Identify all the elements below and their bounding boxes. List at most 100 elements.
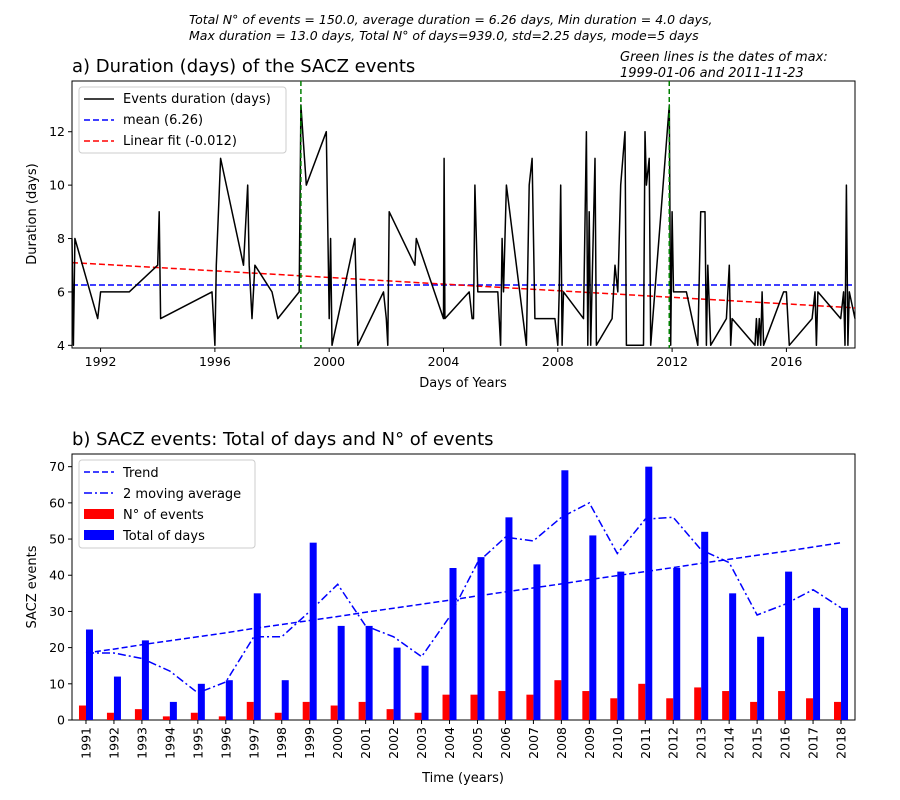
bar-total-days-2009: [589, 535, 597, 720]
panel-a: a) Duration (days) of the SACZ events Gr…: [25, 50, 856, 391]
b-ytick-label-60: 60: [49, 495, 65, 510]
b-ytick-label-10: 10: [49, 676, 65, 691]
bar-events-1991: [78, 705, 86, 720]
bar-total-days-2001: [365, 625, 373, 720]
b-xtick-label-2009: 2009: [582, 727, 597, 759]
b-xtick-label-2008: 2008: [554, 727, 569, 759]
bar-events-2003: [414, 712, 422, 720]
bar-events-1995: [190, 712, 198, 720]
panel-a-legend-box: [78, 86, 287, 154]
b-xtick-label-1996: 1996: [218, 727, 233, 759]
bar-total-days-2014: [729, 593, 737, 720]
suptitle-line-2: Max duration = 13.0 days, Total N° of da…: [189, 28, 699, 43]
bar-events-1999: [302, 701, 310, 720]
bar-events-1996: [218, 716, 226, 720]
legend-moving-average-label: 2 moving average: [123, 487, 241, 502]
b-xtick-label-2010: 2010: [610, 727, 625, 759]
bar-total-days-2016: [785, 571, 793, 720]
linear-fit-line: [71, 261, 856, 309]
bar-events-2016: [778, 691, 786, 720]
bar-total-days-1999: [309, 542, 317, 720]
b-xtick-label-2011: 2011: [638, 727, 653, 759]
panel-b-plot-area: [78, 466, 849, 720]
duration-series-line: [71, 104, 856, 347]
a-ytick-label-10: 10: [49, 178, 65, 193]
bar-events-2012: [666, 698, 674, 720]
bar-total-days-1995: [197, 683, 205, 720]
b-xtick-label-2015: 2015: [750, 727, 765, 759]
b-xtick-label-2001: 2001: [358, 727, 373, 759]
bar-total-days-2005: [477, 557, 485, 720]
b-xtick-label-2018: 2018: [834, 727, 849, 759]
panel-a-xlabel: Days of Years: [419, 376, 507, 391]
bar-events-2015: [750, 701, 758, 720]
b-xtick-label-1995: 1995: [190, 727, 205, 759]
b-xtick-label-2002: 2002: [386, 727, 401, 759]
bar-total-days-1993: [141, 640, 149, 720]
legend-mean-label: mean (6.26): [123, 113, 203, 128]
bar-total-days-2004: [449, 568, 457, 720]
bar-events-2001: [358, 701, 366, 720]
bar-events-2018: [834, 701, 842, 720]
bar-events-2006: [498, 691, 506, 720]
legend-total-days-label: Total of days: [122, 529, 205, 544]
b-xtick-label-2017: 2017: [806, 727, 821, 759]
bar-events-2000: [330, 705, 338, 720]
panel-a-title: a) Duration (days) of the SACZ events: [72, 56, 415, 77]
b-xtick-label-2006: 2006: [498, 727, 513, 759]
b-xtick-label-1991: 1991: [79, 727, 94, 759]
bar-total-days-1992: [113, 676, 121, 720]
suptitle-line-1: Total N° of events = 150.0, average dura…: [189, 12, 713, 27]
a-ytick-label-8: 8: [57, 231, 65, 246]
b-ytick-label-20: 20: [49, 640, 65, 655]
a-xtick-label-2008: 2008: [542, 354, 574, 369]
panel-b-ylabel: SACZ events: [25, 545, 40, 628]
bar-events-2017: [806, 698, 814, 720]
bar-events-1992: [106, 712, 114, 720]
b-xtick-label-1992: 1992: [106, 727, 121, 759]
bar-events-1997: [246, 701, 254, 720]
b-xtick-label-2004: 2004: [442, 727, 457, 759]
panel-a-ylabel: Duration (days): [25, 163, 40, 264]
legend-duration-label: Events duration (days): [123, 92, 271, 107]
b-xtick-label-2000: 2000: [330, 727, 345, 759]
bar-events-2002: [386, 709, 394, 720]
a-xtick-label-2000: 2000: [313, 354, 345, 369]
b-xtick-label-1994: 1994: [162, 727, 177, 759]
bar-events-2009: [582, 691, 590, 720]
a-xtick-label-2012: 2012: [656, 354, 688, 369]
legend-events-label: N° of events: [123, 508, 204, 523]
b-xtick-label-1999: 1999: [302, 727, 317, 759]
b-xtick-label-2012: 2012: [666, 727, 681, 759]
bar-events-2011: [638, 683, 646, 720]
legend-trend-label: Trend: [122, 466, 159, 481]
bar-events-2013: [694, 687, 702, 720]
bar-total-days-2015: [757, 636, 765, 720]
bar-total-days-2017: [813, 607, 821, 720]
b-xtick-label-1993: 1993: [134, 727, 149, 759]
b-xtick-label-1998: 1998: [274, 727, 289, 759]
bar-events-2005: [470, 694, 478, 720]
bar-events-2008: [554, 680, 562, 720]
panel-b-legend-box: [78, 459, 256, 549]
bar-total-days-2008: [561, 470, 569, 720]
trend-line: [85, 541, 842, 654]
b-xtick-label-2016: 2016: [778, 727, 793, 759]
bar-events-1993: [134, 709, 142, 720]
bar-total-days-1998: [281, 680, 289, 720]
b-xtick-label-2005: 2005: [470, 727, 485, 759]
bar-total-days-2010: [617, 571, 625, 720]
b-xtick-label-2013: 2013: [694, 727, 709, 759]
bar-total-days-2012: [673, 568, 681, 720]
b-xtick-label-2014: 2014: [722, 727, 737, 759]
a-ytick-label-4: 4: [57, 338, 65, 353]
b-xtick-label-1997: 1997: [246, 727, 261, 759]
a-xtick-label-1992: 1992: [85, 354, 117, 369]
bar-total-days-2007: [533, 564, 541, 720]
bar-total-days-1997: [253, 593, 261, 720]
panel-b-xlabel: Time (years): [421, 771, 504, 786]
panel-a-annotation-line-1: Green lines is the dates of max:: [620, 50, 828, 65]
b-xtick-label-2003: 2003: [414, 727, 429, 759]
a-xtick-label-1996: 1996: [199, 354, 231, 369]
